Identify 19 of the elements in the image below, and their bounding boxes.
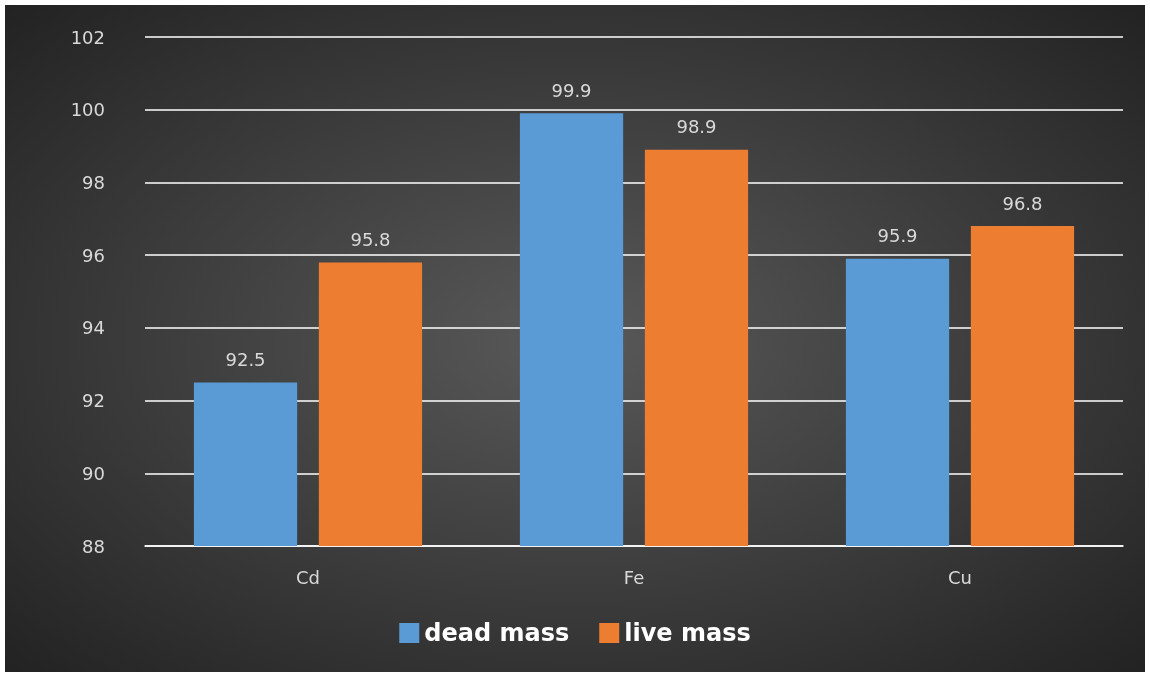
data-label: 98.9 xyxy=(676,116,717,138)
x-tick-label: Fe xyxy=(623,566,645,588)
y-tick-label: 94 xyxy=(82,317,105,339)
x-tick-label: Cd xyxy=(296,566,320,588)
y-tick-label: 102 xyxy=(70,26,105,48)
legend-label: dead mass xyxy=(424,619,570,647)
x-tick-label: Cu xyxy=(948,566,972,588)
y-tick-label: 98 xyxy=(82,171,105,193)
y-tick-label: 92 xyxy=(82,390,105,412)
legend-label: live mass xyxy=(624,619,751,647)
data-label: 99.9 xyxy=(551,79,592,101)
y-tick-label: 90 xyxy=(82,462,105,484)
y-tick-label: 96 xyxy=(82,244,105,266)
data-label: 92.5 xyxy=(225,348,266,370)
data-label: 96.8 xyxy=(1002,192,1043,214)
data-label: 95.9 xyxy=(877,225,918,247)
data-label: 95.8 xyxy=(350,228,391,250)
y-tick-label: 88 xyxy=(82,535,105,557)
y-tick-label: 100 xyxy=(70,99,105,121)
